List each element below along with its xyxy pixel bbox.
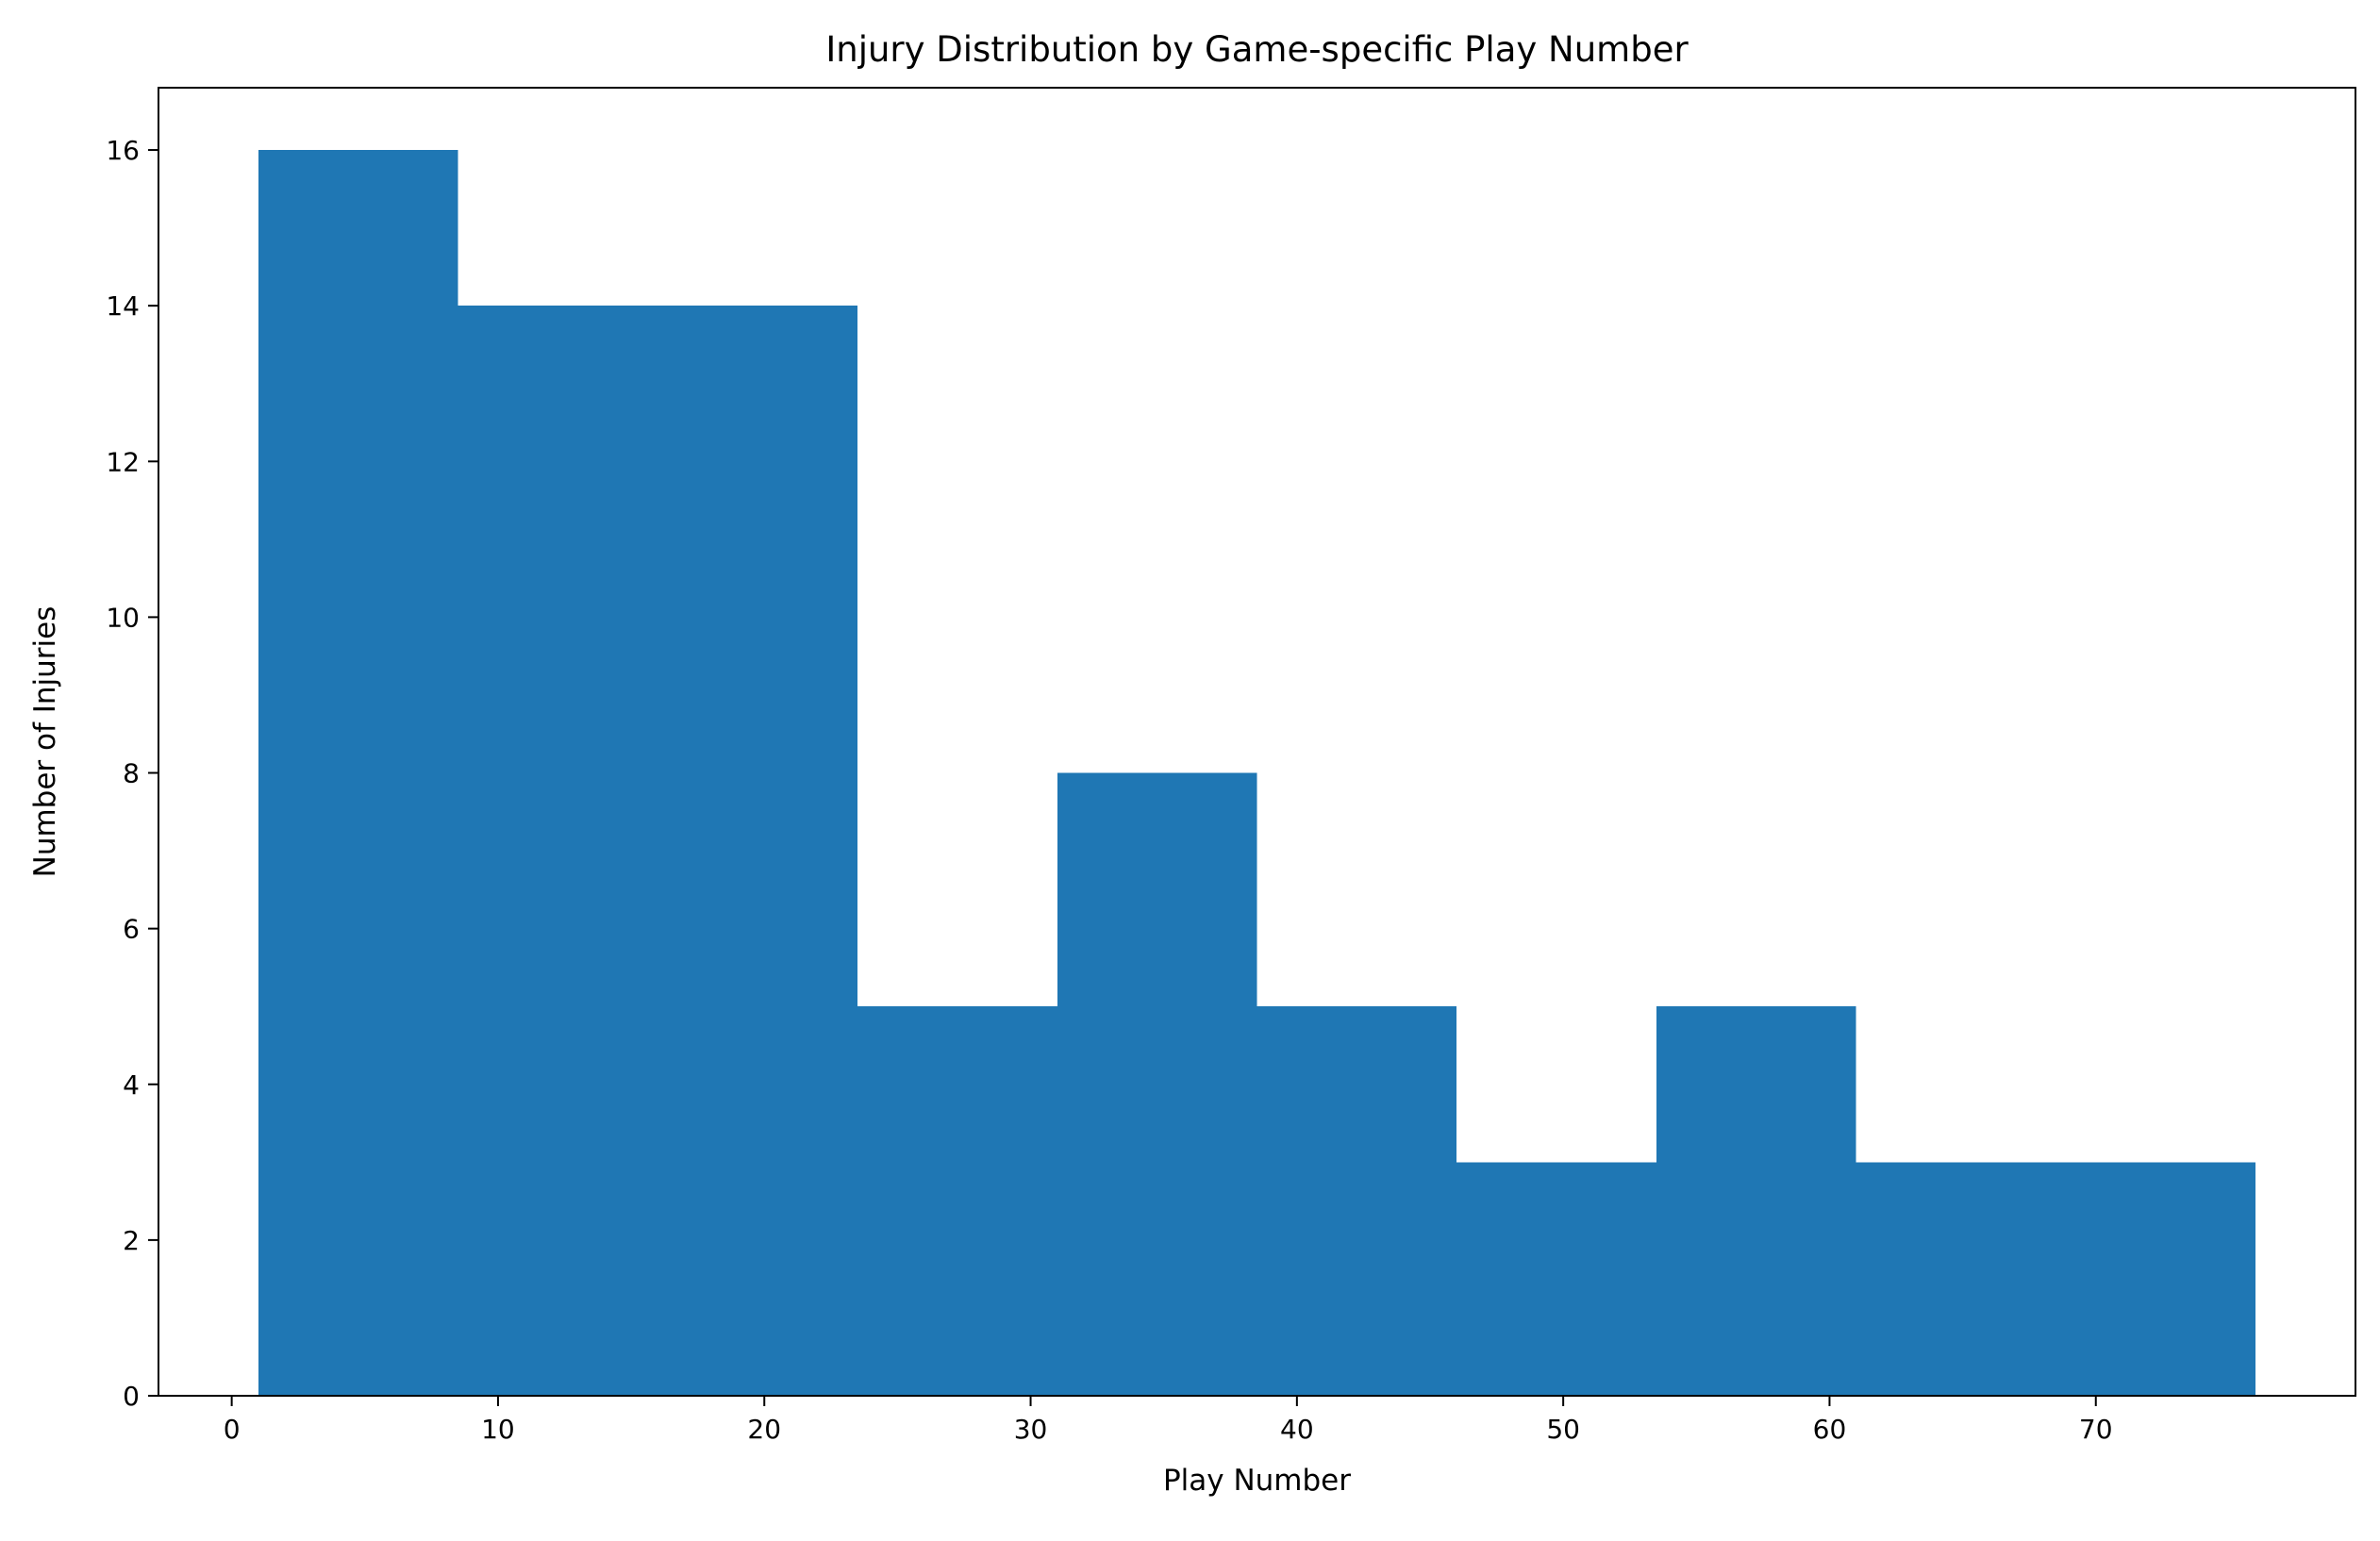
- x-tick-label: 30: [1014, 1414, 1048, 1445]
- bars-group: [258, 150, 2256, 1397]
- x-tick-label: 20: [747, 1414, 781, 1445]
- histogram-bar-8: [1656, 1006, 1856, 1396]
- x-tick-label: 0: [224, 1414, 241, 1445]
- histogram-bar-10: [2055, 1162, 2256, 1396]
- histogram-bar-6: [1257, 1006, 1457, 1396]
- y-tick-label: 0: [123, 1381, 140, 1412]
- y-tick-label: 4: [123, 1069, 140, 1101]
- y-axis-ticks: 0 2 4 6 8 10 12 14 16: [106, 135, 158, 1412]
- x-tick-label: 50: [1546, 1414, 1580, 1445]
- y-tick-label: 2: [123, 1225, 140, 1256]
- histogram-bar-7: [1456, 1162, 1656, 1396]
- chart-title: Injury Distribution by Game-specific Pla…: [825, 29, 1689, 70]
- y-tick-label: 16: [106, 135, 140, 166]
- y-tick-label: 12: [106, 446, 140, 477]
- y-tick-label: 14: [106, 290, 140, 322]
- x-axis-label: Play Number: [1163, 1464, 1351, 1498]
- x-tick-label: 60: [1813, 1414, 1847, 1445]
- histogram-bar-5: [1057, 772, 1257, 1396]
- x-tick-label: 70: [2079, 1414, 2113, 1445]
- y-axis-label: Number of Injuries: [28, 606, 62, 878]
- x-axis-ticks: 0 10 20 30 40 50 60 70: [224, 1396, 2113, 1445]
- histogram-bar-9: [1856, 1162, 2056, 1396]
- histogram-bar-3: [657, 306, 858, 1397]
- histogram-bar-2: [458, 306, 658, 1397]
- plot-frame: [158, 87, 2356, 1397]
- histogram-bar-1: [258, 150, 458, 1397]
- x-tick-label: 10: [481, 1414, 515, 1445]
- x-tick-label: 40: [1280, 1414, 1314, 1445]
- y-tick-label: 10: [106, 602, 140, 633]
- histogram-bar-4: [857, 1006, 1057, 1396]
- y-tick-label: 6: [123, 914, 140, 945]
- y-tick-label: 8: [123, 758, 140, 789]
